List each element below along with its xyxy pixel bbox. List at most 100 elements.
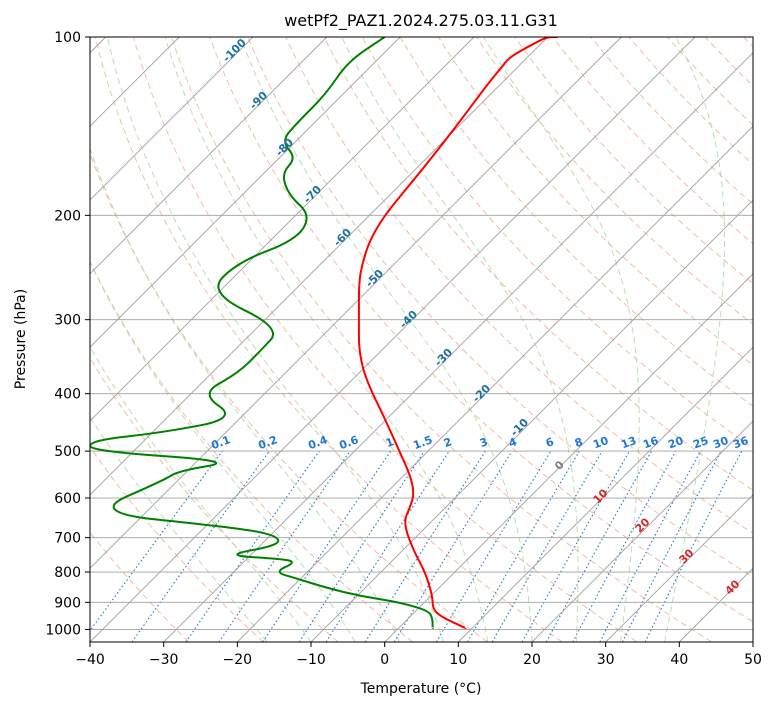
x-tick-label: −30 — [149, 652, 179, 668]
skewed-isotherm — [384, 273, 753, 642]
x-tick-label: 0 — [380, 652, 389, 668]
skewed-isotherm — [752, 641, 753, 642]
isotherm-label: -100 — [220, 36, 249, 65]
mixing-ratio-label: 0.1 — [209, 433, 232, 452]
mixing-ratio-line — [435, 450, 552, 642]
dry-adiabat — [399, 37, 753, 407]
x-tick-label: 50 — [744, 652, 762, 668]
mixing-ratio-label: 6 — [544, 435, 556, 450]
dry-adiabat — [90, 446, 264, 642]
dry-adiabat — [94, 37, 563, 642]
dry-adiabat — [437, 37, 753, 366]
skewed-isotherm — [310, 199, 753, 642]
y-tick-label: 600 — [54, 491, 81, 507]
dry-adiabat — [90, 356, 339, 642]
mixing-ratio-label: 30 — [711, 434, 730, 452]
skewed-isotherm — [236, 125, 753, 642]
skewed-isotherm — [90, 37, 696, 642]
x-axis-label: Temperature (°C) — [360, 681, 482, 697]
mixing-ratio-line — [262, 450, 392, 642]
x-tick-label: −40 — [75, 652, 105, 668]
mixing-ratio-line — [467, 450, 580, 642]
isotherm-label: -20 — [470, 382, 493, 405]
mixing-ratio-label: 25 — [691, 434, 710, 451]
dry-adiabat — [704, 37, 753, 87]
skewed-isotherm — [457, 346, 753, 642]
moist-adiabat — [90, 147, 400, 642]
y-tick-label: 1000 — [45, 622, 81, 638]
x-tick-label: −20 — [223, 652, 253, 668]
plot-frame — [89, 36, 754, 643]
dry-adiabat — [552, 37, 753, 245]
mixing-ratio-label: 8 — [573, 435, 585, 450]
y-tick-label: 200 — [54, 208, 81, 224]
skewed-isotherm — [678, 567, 753, 642]
mixing-ratio-line — [131, 450, 270, 642]
mixing-ratio-label: 2 — [442, 435, 454, 450]
mixing-ratio-line — [185, 450, 320, 642]
mixing-ratio-label: 1.5 — [411, 433, 434, 452]
mixing-ratio-label: 13 — [619, 434, 638, 451]
isotherm-label: -90 — [247, 89, 270, 112]
dry-adiabat — [171, 37, 712, 642]
mixing-ratio-label: 0.4 — [306, 433, 329, 452]
moist-adiabat — [90, 416, 268, 642]
skewed-isotherm — [90, 37, 622, 569]
zero-label: 0 — [552, 458, 567, 473]
background-lines — [90, 37, 753, 642]
x-tick-label: 30 — [597, 652, 615, 668]
moist-adiabat — [482, 37, 640, 642]
dry-adiabat — [285, 37, 753, 534]
series-layer — [90, 37, 558, 630]
dry-adiabat — [90, 260, 414, 642]
mixing-ratio-label: 16 — [641, 434, 660, 452]
moist-adiabat-label: 10 — [591, 486, 611, 506]
mixing-ratio-label: 0.6 — [337, 433, 360, 452]
mixing-ratio-line — [599, 450, 701, 642]
moist-adiabat — [164, 37, 489, 642]
skewed-isotherm — [531, 420, 753, 642]
mixing-ratio-label: 4 — [507, 435, 519, 450]
y-tick-label: 400 — [54, 387, 81, 403]
mixing-ratio-label: 1 — [384, 435, 396, 450]
mixing-ratio-line — [521, 450, 630, 642]
x-axis-ticks: −40 −30 −20 −10 0 10 20 30 40 50 — [75, 642, 762, 668]
x-tick-label: −10 — [296, 652, 326, 668]
mixing-ratio-line — [218, 450, 351, 642]
y-tick-label: 900 — [54, 595, 81, 611]
dry-adiabat — [90, 152, 488, 642]
skewed-isotherm — [605, 494, 753, 642]
dry-adiabat — [361, 37, 753, 449]
isotherm-label: -40 — [397, 308, 420, 331]
skewed-isotherm — [90, 37, 549, 496]
x-tick-label: 10 — [449, 652, 467, 668]
mixing-ratio-line — [90, 450, 223, 632]
mixing-ratio-line — [572, 450, 677, 642]
moist-adiabat — [664, 37, 726, 642]
grid — [90, 37, 753, 642]
mixing-ratio-line — [364, 450, 486, 642]
skewed-isotherm — [90, 37, 328, 275]
mixing-ratio-label: 0.2 — [256, 433, 279, 452]
mixing-ratio-line — [298, 450, 425, 642]
dry-adiabat — [323, 37, 753, 492]
y-axis-label: Pressure (hPa) — [13, 289, 29, 389]
mixing-ratio-line — [325, 450, 450, 642]
isotherm-label: -60 — [331, 226, 354, 249]
moist-adiabat — [341, 37, 579, 642]
y-tick-label: 100 — [54, 30, 81, 46]
skewed-isotherm — [90, 37, 475, 422]
skewed-isotherm — [163, 52, 753, 642]
isotherm-label: -50 — [363, 267, 386, 290]
skewed-isotherm — [90, 37, 254, 201]
mixing-ratio-line — [644, 450, 743, 642]
moist-adiabat — [106, 37, 445, 642]
skewed-isotherm — [90, 37, 401, 348]
mixing-ratio-label: 3 — [478, 435, 490, 450]
moist-adiabat — [239, 37, 533, 642]
dry-adiabat — [743, 37, 753, 48]
y-axis-ticks: 100 200 300 400 500 600 700 800 900 1000 — [45, 30, 90, 638]
dry-adiabat — [209, 37, 753, 623]
y-tick-label: 500 — [54, 444, 81, 460]
